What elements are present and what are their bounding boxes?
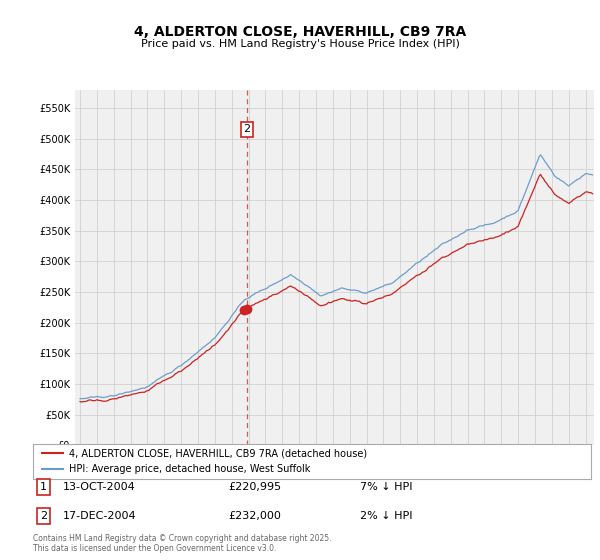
Text: £220,995: £220,995 [228, 482, 281, 492]
Text: 17-DEC-2004: 17-DEC-2004 [63, 511, 137, 521]
Text: Price paid vs. HM Land Registry's House Price Index (HPI): Price paid vs. HM Land Registry's House … [140, 39, 460, 49]
Text: £232,000: £232,000 [228, 511, 281, 521]
Text: HPI: Average price, detached house, West Suffolk: HPI: Average price, detached house, West… [69, 464, 311, 474]
Text: 7% ↓ HPI: 7% ↓ HPI [360, 482, 413, 492]
Text: 1: 1 [40, 482, 47, 492]
Text: 2: 2 [244, 124, 251, 134]
Text: 2: 2 [40, 511, 47, 521]
Text: Contains HM Land Registry data © Crown copyright and database right 2025.
This d: Contains HM Land Registry data © Crown c… [33, 534, 331, 553]
Text: 13-OCT-2004: 13-OCT-2004 [63, 482, 136, 492]
Text: 4, ALDERTON CLOSE, HAVERHILL, CB9 7RA: 4, ALDERTON CLOSE, HAVERHILL, CB9 7RA [134, 25, 466, 39]
Text: 2% ↓ HPI: 2% ↓ HPI [360, 511, 413, 521]
Text: 4, ALDERTON CLOSE, HAVERHILL, CB9 7RA (detached house): 4, ALDERTON CLOSE, HAVERHILL, CB9 7RA (d… [69, 449, 367, 459]
